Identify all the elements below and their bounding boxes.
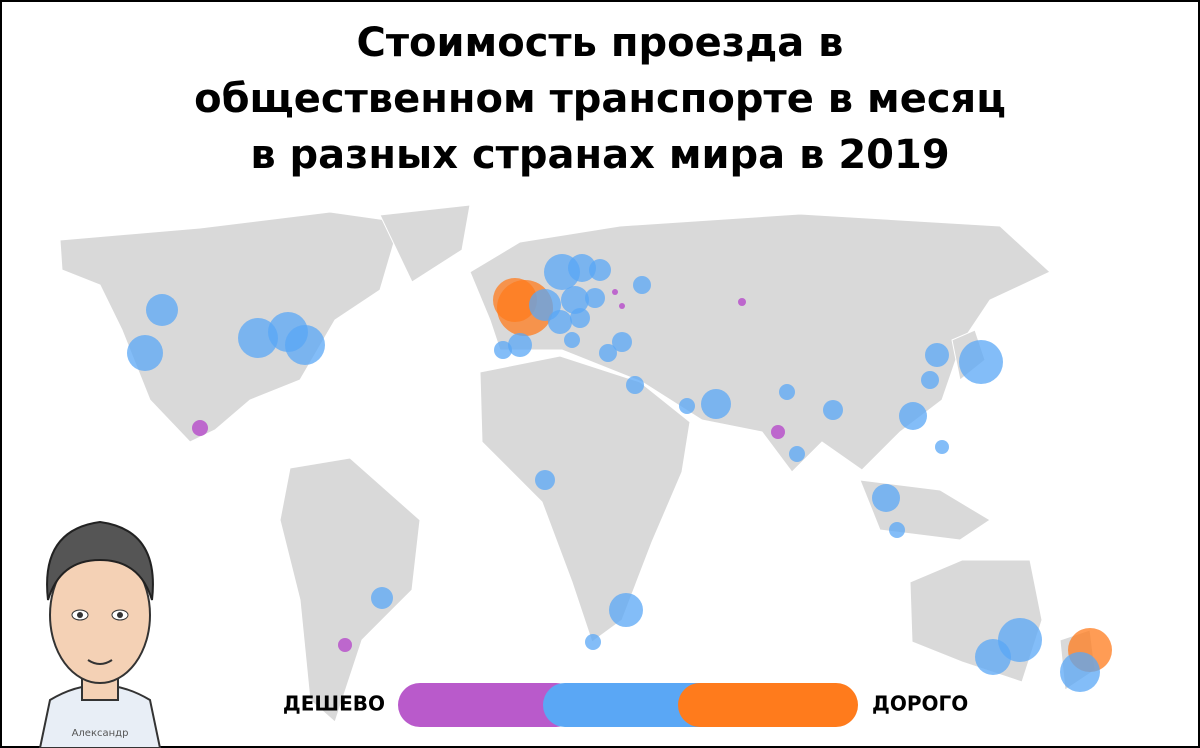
city-bubble — [921, 371, 939, 389]
city-bubble — [371, 587, 393, 609]
city-bubbles — [127, 254, 1112, 692]
city-bubble — [564, 332, 580, 348]
city-bubble — [146, 294, 178, 326]
title-line: Стоимость проезда в — [357, 20, 844, 66]
city-bubble — [935, 440, 949, 454]
city-bubble — [771, 425, 785, 439]
legend-high — [678, 683, 858, 727]
city-bubble — [585, 634, 601, 650]
city-bubble — [612, 289, 618, 295]
city-bubble — [535, 470, 555, 490]
city-bubble — [494, 341, 512, 359]
city-bubble — [872, 484, 900, 512]
city-bubble — [570, 308, 590, 328]
city-bubble — [619, 303, 625, 309]
city-bubble — [192, 420, 208, 436]
legend-high-label: ДОРОГО — [872, 692, 968, 716]
city-bubble — [238, 318, 278, 358]
city-bubble — [585, 288, 605, 308]
city-bubble — [338, 638, 352, 652]
city-bubble — [548, 310, 572, 334]
city-bubble — [609, 593, 643, 627]
legend: ДЕШЕВО ДОРОГО — [283, 683, 968, 727]
title-line: в разных странах мира в 2019 — [250, 132, 949, 178]
city-bubble — [789, 446, 805, 462]
author-name: Александр — [72, 728, 129, 739]
city-bubble — [626, 376, 644, 394]
city-bubble — [568, 254, 596, 282]
author-avatar: Александр — [38, 520, 162, 748]
title-line: общественном транспорте в месяц — [194, 76, 1006, 122]
city-bubble — [779, 384, 795, 400]
city-bubble — [998, 618, 1042, 662]
legend-mid — [543, 683, 723, 727]
city-bubble — [285, 325, 325, 365]
city-bubble — [925, 343, 949, 367]
city-bubble — [127, 335, 163, 371]
city-bubble — [889, 522, 905, 538]
city-bubble — [899, 402, 927, 430]
city-bubble — [561, 286, 589, 314]
city-bubble — [1060, 652, 1100, 692]
city-bubble — [823, 400, 843, 420]
city-bubble — [508, 333, 532, 357]
legend-low-label: ДЕШЕВО — [283, 692, 385, 716]
city-bubble — [599, 344, 617, 362]
city-bubble — [633, 276, 651, 294]
city-bubble — [589, 259, 611, 281]
legend-low — [398, 683, 578, 727]
city-bubble — [738, 298, 746, 306]
city-bubble — [679, 398, 695, 414]
city-bubble — [612, 332, 632, 352]
city-bubble — [959, 340, 1003, 384]
city-bubble — [701, 389, 731, 419]
